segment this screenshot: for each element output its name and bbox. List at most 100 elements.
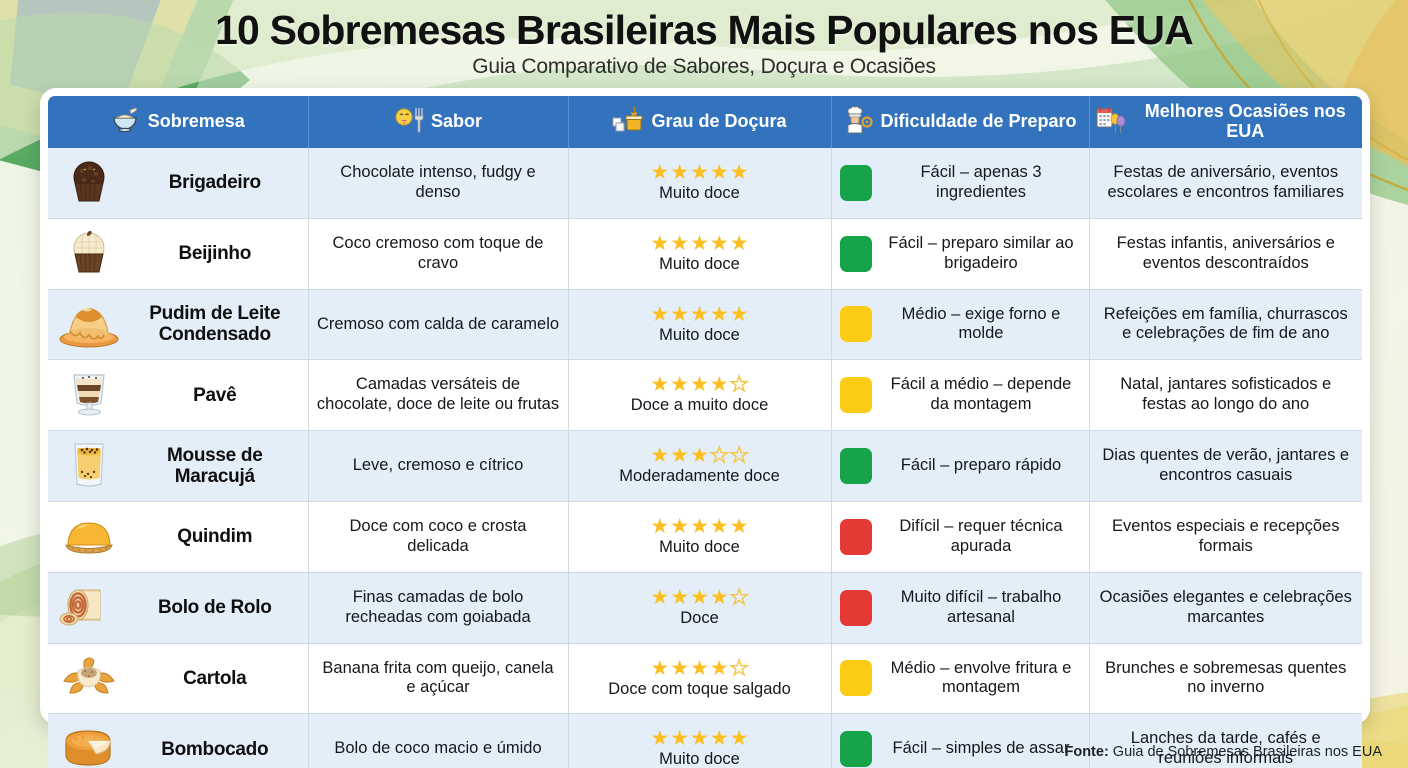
column-header-label: Melhores Ocasiões nos EUA: [1144, 101, 1346, 141]
star-filled-icon: ★: [670, 585, 690, 609]
table-row: Pavê Camadas versáteis de chocolate, doc…: [48, 359, 1362, 432]
column-header-label: Sobremesa: [147, 111, 245, 132]
star-filled-icon: ★: [670, 231, 690, 255]
cell-difficulty: Fácil a médio – depende da montagem: [831, 359, 1090, 432]
difficulty-text: Médio – exige forno e molde: [901, 304, 1061, 343]
chef-cook-icon: [843, 105, 874, 139]
cell-flavor: Bolo de coco macio e úmido: [308, 713, 569, 768]
dessert-name-label: Cartola: [183, 667, 247, 689]
star-empty-icon: ★: [729, 444, 749, 468]
sweetness-rating: ★ ★ ★ ★ ★: [577, 444, 823, 468]
cell-difficulty: Médio – exige forno e molde: [831, 289, 1090, 361]
star-filled-icon: ★: [690, 585, 709, 609]
column-header-label: Sabor: [430, 111, 482, 132]
star-filled-icon: ★: [650, 161, 670, 184]
star-filled-icon: ★: [709, 585, 729, 609]
table-row: Cartola Banana frita com queijo, canela …: [48, 643, 1362, 715]
coconut-cake-wedge-icon: [56, 719, 122, 768]
dessert-comparison-table: Sobremesa: [48, 96, 1362, 768]
star-filled-icon: ★: [650, 656, 670, 680]
column-header-dificuldade: Dificuldade de Preparo: [831, 96, 1090, 148]
sweetness-rating: ★ ★ ★ ★ ★: [577, 516, 823, 537]
sweetness-rating: ★ ★ ★ ★ ★: [577, 162, 823, 183]
cell-difficulty: Fácil – simples de assar: [831, 713, 1090, 768]
cell-flavor: Camadas versáteis de chocolate, doce de …: [308, 359, 569, 432]
cell-dessert-name: Pudim de Leite Condensado: [48, 289, 309, 361]
cell-sweetness: ★ ★ ★ ★ ★ Muito doce: [568, 713, 832, 768]
star-filled-icon: ★: [670, 373, 690, 397]
table-header-row: Sobremesa: [48, 96, 1362, 148]
star-filled-icon: ★: [690, 373, 709, 397]
table-row: Quindim Doce com coco e crosta delicada …: [48, 501, 1362, 573]
cell-dessert-name: Cartola: [48, 643, 309, 715]
cell-dessert-name: Quindim: [48, 501, 309, 573]
cell-sweetness: ★ ★ ★ ★ ★ Muito doce: [568, 148, 832, 219]
star-filled-icon: ★: [650, 585, 670, 609]
star-filled-icon: ★: [650, 302, 670, 326]
dessert-name-label: Beijinho: [178, 243, 252, 265]
cell-difficulty: Fácil – preparo rápido: [831, 430, 1090, 502]
table-row: Beijinho Coco cremoso com toque de cravo…: [48, 218, 1362, 290]
cell-flavor: Leve, cremoso e cítrico: [308, 430, 569, 502]
flavor-text: Leve, cremoso e cítrico: [352, 456, 524, 475]
star-filled-icon: ★: [650, 514, 670, 538]
sweetness-label: Doce com toque salgado: [608, 679, 791, 698]
quindim-custard-icon: [56, 507, 122, 567]
cell-dessert-name: Beijinho: [48, 218, 309, 290]
cell-difficulty: Fácil – apenas 3 ingredientes: [831, 148, 1090, 219]
page-subtitle: Guia Comparativo de Sabores, Doçura e Oc…: [472, 54, 936, 78]
layered-dessert-glass-icon: [56, 365, 122, 425]
cell-difficulty: Difícil – requer técnica apurada: [831, 501, 1090, 573]
difficulty-color-chip: [839, 518, 872, 555]
star-filled-icon: ★: [709, 514, 729, 538]
dessert-name-label: Brigadeiro: [168, 172, 261, 194]
table-row: Pudim de Leite Condensado Cremoso com ca…: [48, 289, 1362, 361]
cell-flavor: Finas camadas de bolo recheadas com goia…: [308, 572, 569, 644]
star-filled-icon: ★: [709, 373, 729, 397]
cell-dessert-name: Mousse de Maracujá: [48, 430, 309, 502]
cell-difficulty: Médio – envolve fritura e montagem: [831, 643, 1090, 715]
difficulty-text: Fácil – apenas 3 ingredientes: [920, 163, 1042, 201]
column-header-label: Dificuldade de Preparo: [880, 111, 1077, 132]
dessert-name-label: Mousse de Maracujá: [167, 444, 263, 488]
table-row: Mousse de Maracujá Leve, cremoso e cítri…: [48, 430, 1362, 502]
sweetness-label: Doce a muito doce: [630, 396, 769, 415]
difficulty-color-chip: [839, 306, 872, 343]
column-header-sabor: Sabor: [308, 96, 569, 148]
sweetness-rating: ★ ★ ★ ★ ★: [577, 304, 823, 325]
cell-occasions: Ocasiões elegantes e celebrações marcant…: [1089, 572, 1362, 644]
table-body: Brigadeiro Chocolate intenso, fudgy e de…: [48, 148, 1362, 768]
table-row: Bombocado Bolo de coco macio e úmido ★ ★ ★…: [48, 713, 1362, 768]
sweetness-label: Muito doce: [659, 750, 740, 768]
difficulty-text: Difícil – requer técnica apurada: [899, 517, 1063, 555]
flan-pudding-icon: [56, 295, 122, 355]
occasions-text: Eventos especiais e recepções formais: [1112, 517, 1340, 555]
sweetness-label: Moderadamente doce: [619, 467, 780, 486]
occasions-text: Brunches e sobremesas quentes no inverno: [1105, 658, 1347, 697]
sweetness-rating: ★ ★ ★ ★ ★: [577, 728, 823, 749]
cell-occasions: Lanches da tarde, cafés e reuniões infor…: [1089, 713, 1362, 768]
sweetness-label: Muito doce: [659, 184, 740, 202]
occasions-text: Natal, jantares sofisticados e festas ao…: [1120, 375, 1332, 414]
cell-dessert-name: Brigadeiro: [48, 148, 309, 219]
star-filled-icon: ★: [650, 444, 670, 468]
source-text: Guia de Sobremesas Brasileiras nos EUA: [1108, 744, 1382, 760]
bowl-with-spoon-icon: [111, 106, 141, 138]
rolled-cake-icon: [56, 578, 122, 638]
cell-dessert-name: Bombocado: [48, 713, 309, 768]
column-header-ocasioes: Melhores Ocasiões nos EUA: [1089, 96, 1362, 148]
flavor-text: Bolo de coco macio e úmido: [334, 739, 542, 758]
star-filled-icon: ★: [690, 231, 709, 255]
flavor-text: Banana frita com queijo, canela e açúcar: [322, 658, 554, 697]
star-filled-icon: ★: [670, 302, 690, 326]
occasions-text: Festas de aniversário, eventos escolares…: [1107, 163, 1345, 201]
sweetness-label: Muito doce: [659, 254, 740, 273]
star-filled-icon: ★: [690, 161, 709, 184]
flavor-text: Camadas versáteis de chocolate, doce de …: [316, 375, 560, 414]
star-filled-icon: ★: [650, 231, 670, 255]
beijinho-coconut-truffle-icon: [56, 224, 122, 284]
cell-occasions: Festas de aniversário, eventos escolares…: [1089, 148, 1362, 219]
cell-flavor: Banana frita com queijo, canela e açúcar: [308, 643, 569, 715]
column-header-label: Grau de Doçura: [651, 111, 787, 132]
column-header-sobremesa: Sobremesa: [48, 96, 309, 148]
